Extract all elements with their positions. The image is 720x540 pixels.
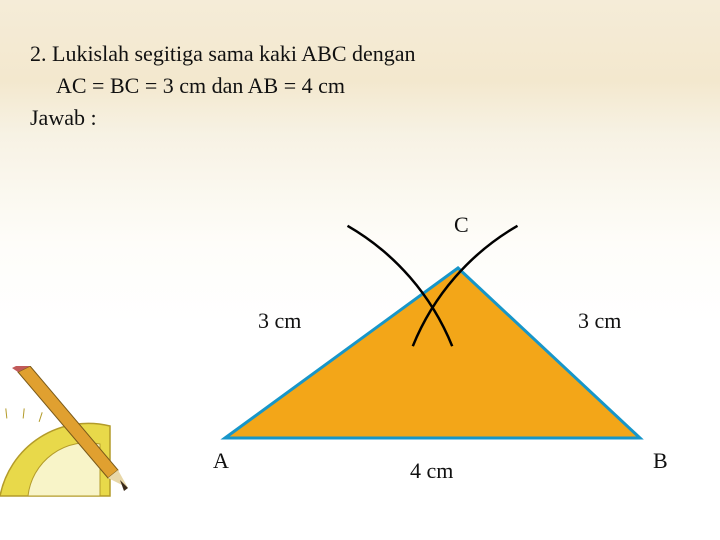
edge-label-ab: 4 cm xyxy=(410,458,453,484)
vertex-label-b: B xyxy=(653,448,668,474)
edge-label-bc: 3 cm xyxy=(578,308,621,334)
edge-label-ac: 3 cm xyxy=(258,308,301,334)
vertex-label-a: A xyxy=(213,448,229,474)
vertex-label-c: C xyxy=(454,212,469,238)
protractor-pencil-icon xyxy=(0,366,150,506)
slide: 2. Lukislah segitiga sama kaki ABC denga… xyxy=(0,0,720,540)
